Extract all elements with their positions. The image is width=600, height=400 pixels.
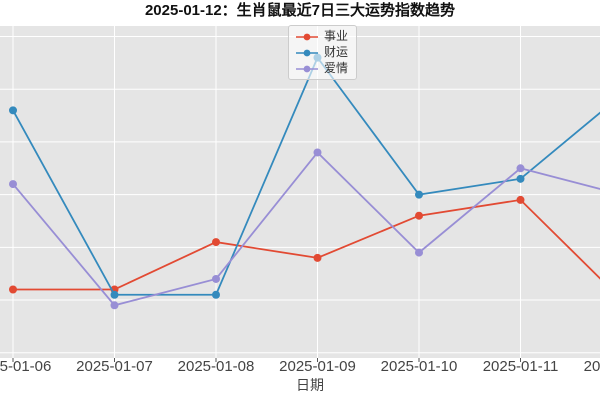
x-tick-label: 2025-01-08: [177, 358, 255, 375]
x-tick-label: 2025-01-06: [0, 358, 52, 375]
data-point-career: [313, 253, 322, 262]
data-point-career: [9, 285, 17, 294]
legend: 事业 财运 爱情: [288, 25, 358, 80]
legend-label-love: 爱情: [324, 61, 349, 75]
x-tick-label: 2025-01-09: [279, 358, 356, 375]
legend-item-wealth: 财运: [295, 45, 348, 60]
data-point-love: [516, 164, 525, 173]
legend-marker-love-icon: [296, 65, 318, 72]
data-point-wealth: [212, 290, 220, 299]
legend-label-career: 事业: [324, 29, 349, 43]
legend-marker-wealth-icon: [296, 49, 318, 56]
x-axis-title: 日期: [296, 377, 324, 393]
data-point-love: [9, 180, 17, 189]
x-tick-label: 2025-01-11: [482, 358, 559, 375]
x-tick-label: 2025-01-12: [583, 358, 600, 375]
legend-marker-career-icon: [296, 33, 318, 40]
data-point-love: [415, 248, 423, 257]
data-point-career: [212, 238, 220, 247]
plot-background: [0, 26, 600, 358]
legend-item-love: 爱情: [295, 61, 348, 76]
chart-title: 2025-01-12：生肖鼠最近7日三大运势指数趋势: [144, 2, 456, 19]
data-point-wealth: [9, 106, 17, 115]
data-point-wealth: [516, 174, 525, 183]
data-point-career: [516, 195, 525, 204]
data-point-career: [415, 211, 423, 220]
data-point-wealth: [110, 290, 119, 299]
data-point-wealth: [415, 190, 423, 199]
x-tick-label: 2025-01-07: [76, 358, 153, 375]
legend-item-career: 事业: [295, 29, 348, 44]
legend-label-wealth: 财运: [324, 45, 349, 59]
data-point-love: [313, 148, 322, 157]
x-tick-label: 2025-01-10: [380, 358, 458, 375]
data-point-love: [212, 274, 220, 283]
data-point-love: [110, 301, 119, 310]
